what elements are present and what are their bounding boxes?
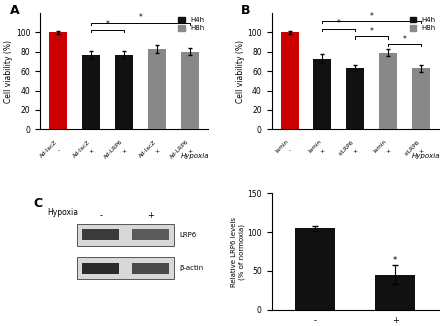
Text: Hypoxia: Hypoxia [412, 153, 441, 159]
Text: Hypoxia: Hypoxia [47, 208, 78, 217]
Text: *: * [138, 13, 142, 22]
Bar [314, 59, 332, 129]
Text: lamin: lamin [275, 139, 289, 154]
Bar [82, 229, 119, 241]
Text: *: * [370, 11, 374, 21]
Bar [133, 229, 169, 241]
Text: Ad-lacZ: Ad-lacZ [138, 139, 157, 158]
Text: *: * [403, 35, 406, 44]
Text: Ad-LRP6: Ad-LRP6 [169, 139, 190, 160]
Text: -: - [57, 149, 60, 154]
Text: *: * [106, 20, 110, 29]
Text: A: A [10, 4, 20, 17]
Text: +: + [385, 149, 391, 154]
Text: lamin: lamin [307, 139, 323, 154]
Text: LRP6: LRP6 [179, 232, 197, 238]
Y-axis label: Cell viability (%): Cell viability (%) [236, 40, 245, 103]
Text: +: + [353, 149, 358, 154]
Text: lamin: lamin [373, 139, 388, 154]
Legend: H4h, H8h: H4h, H8h [178, 17, 204, 31]
Legend: H4h, H8h: H4h, H8h [409, 17, 435, 31]
Text: +: + [154, 149, 159, 154]
Bar [115, 55, 133, 129]
Text: siLRP6: siLRP6 [404, 139, 421, 156]
Text: -: - [289, 149, 291, 154]
Text: *: * [393, 256, 397, 265]
Text: +: + [320, 149, 325, 154]
Text: β-actin: β-actin [179, 265, 204, 272]
Bar [379, 53, 397, 129]
Bar [181, 52, 199, 129]
Bar [346, 68, 364, 129]
Text: B: B [241, 4, 251, 17]
Text: -: - [99, 211, 102, 220]
Text: Hypoxia: Hypoxia [181, 153, 210, 159]
Text: +: + [121, 149, 127, 154]
Text: Ad-LRP6: Ad-LRP6 [103, 139, 124, 160]
Text: *: * [337, 19, 341, 28]
Bar [49, 32, 67, 129]
Y-axis label: Relative LRP6 levels
(% of normoxia): Relative LRP6 levels (% of normoxia) [231, 216, 245, 287]
Bar [148, 49, 166, 129]
Bar [77, 257, 174, 279]
Text: *: * [370, 27, 374, 36]
Text: +: + [147, 211, 154, 220]
Text: Ad-lacZ: Ad-lacZ [72, 139, 91, 158]
Bar [77, 224, 174, 246]
Text: +: + [187, 149, 192, 154]
Text: C: C [34, 197, 43, 210]
Bar [82, 262, 119, 274]
Text: siLRP6: siLRP6 [338, 139, 355, 156]
Text: +: + [89, 149, 94, 154]
Text: Ad-lacZ: Ad-lacZ [39, 139, 58, 158]
Bar [133, 262, 169, 274]
Bar [280, 32, 299, 129]
Text: +: + [418, 149, 424, 154]
Bar [412, 68, 430, 129]
Bar [82, 55, 100, 129]
Bar [295, 228, 336, 310]
Bar [375, 275, 415, 310]
Y-axis label: Cell viability (%): Cell viability (%) [4, 40, 13, 103]
